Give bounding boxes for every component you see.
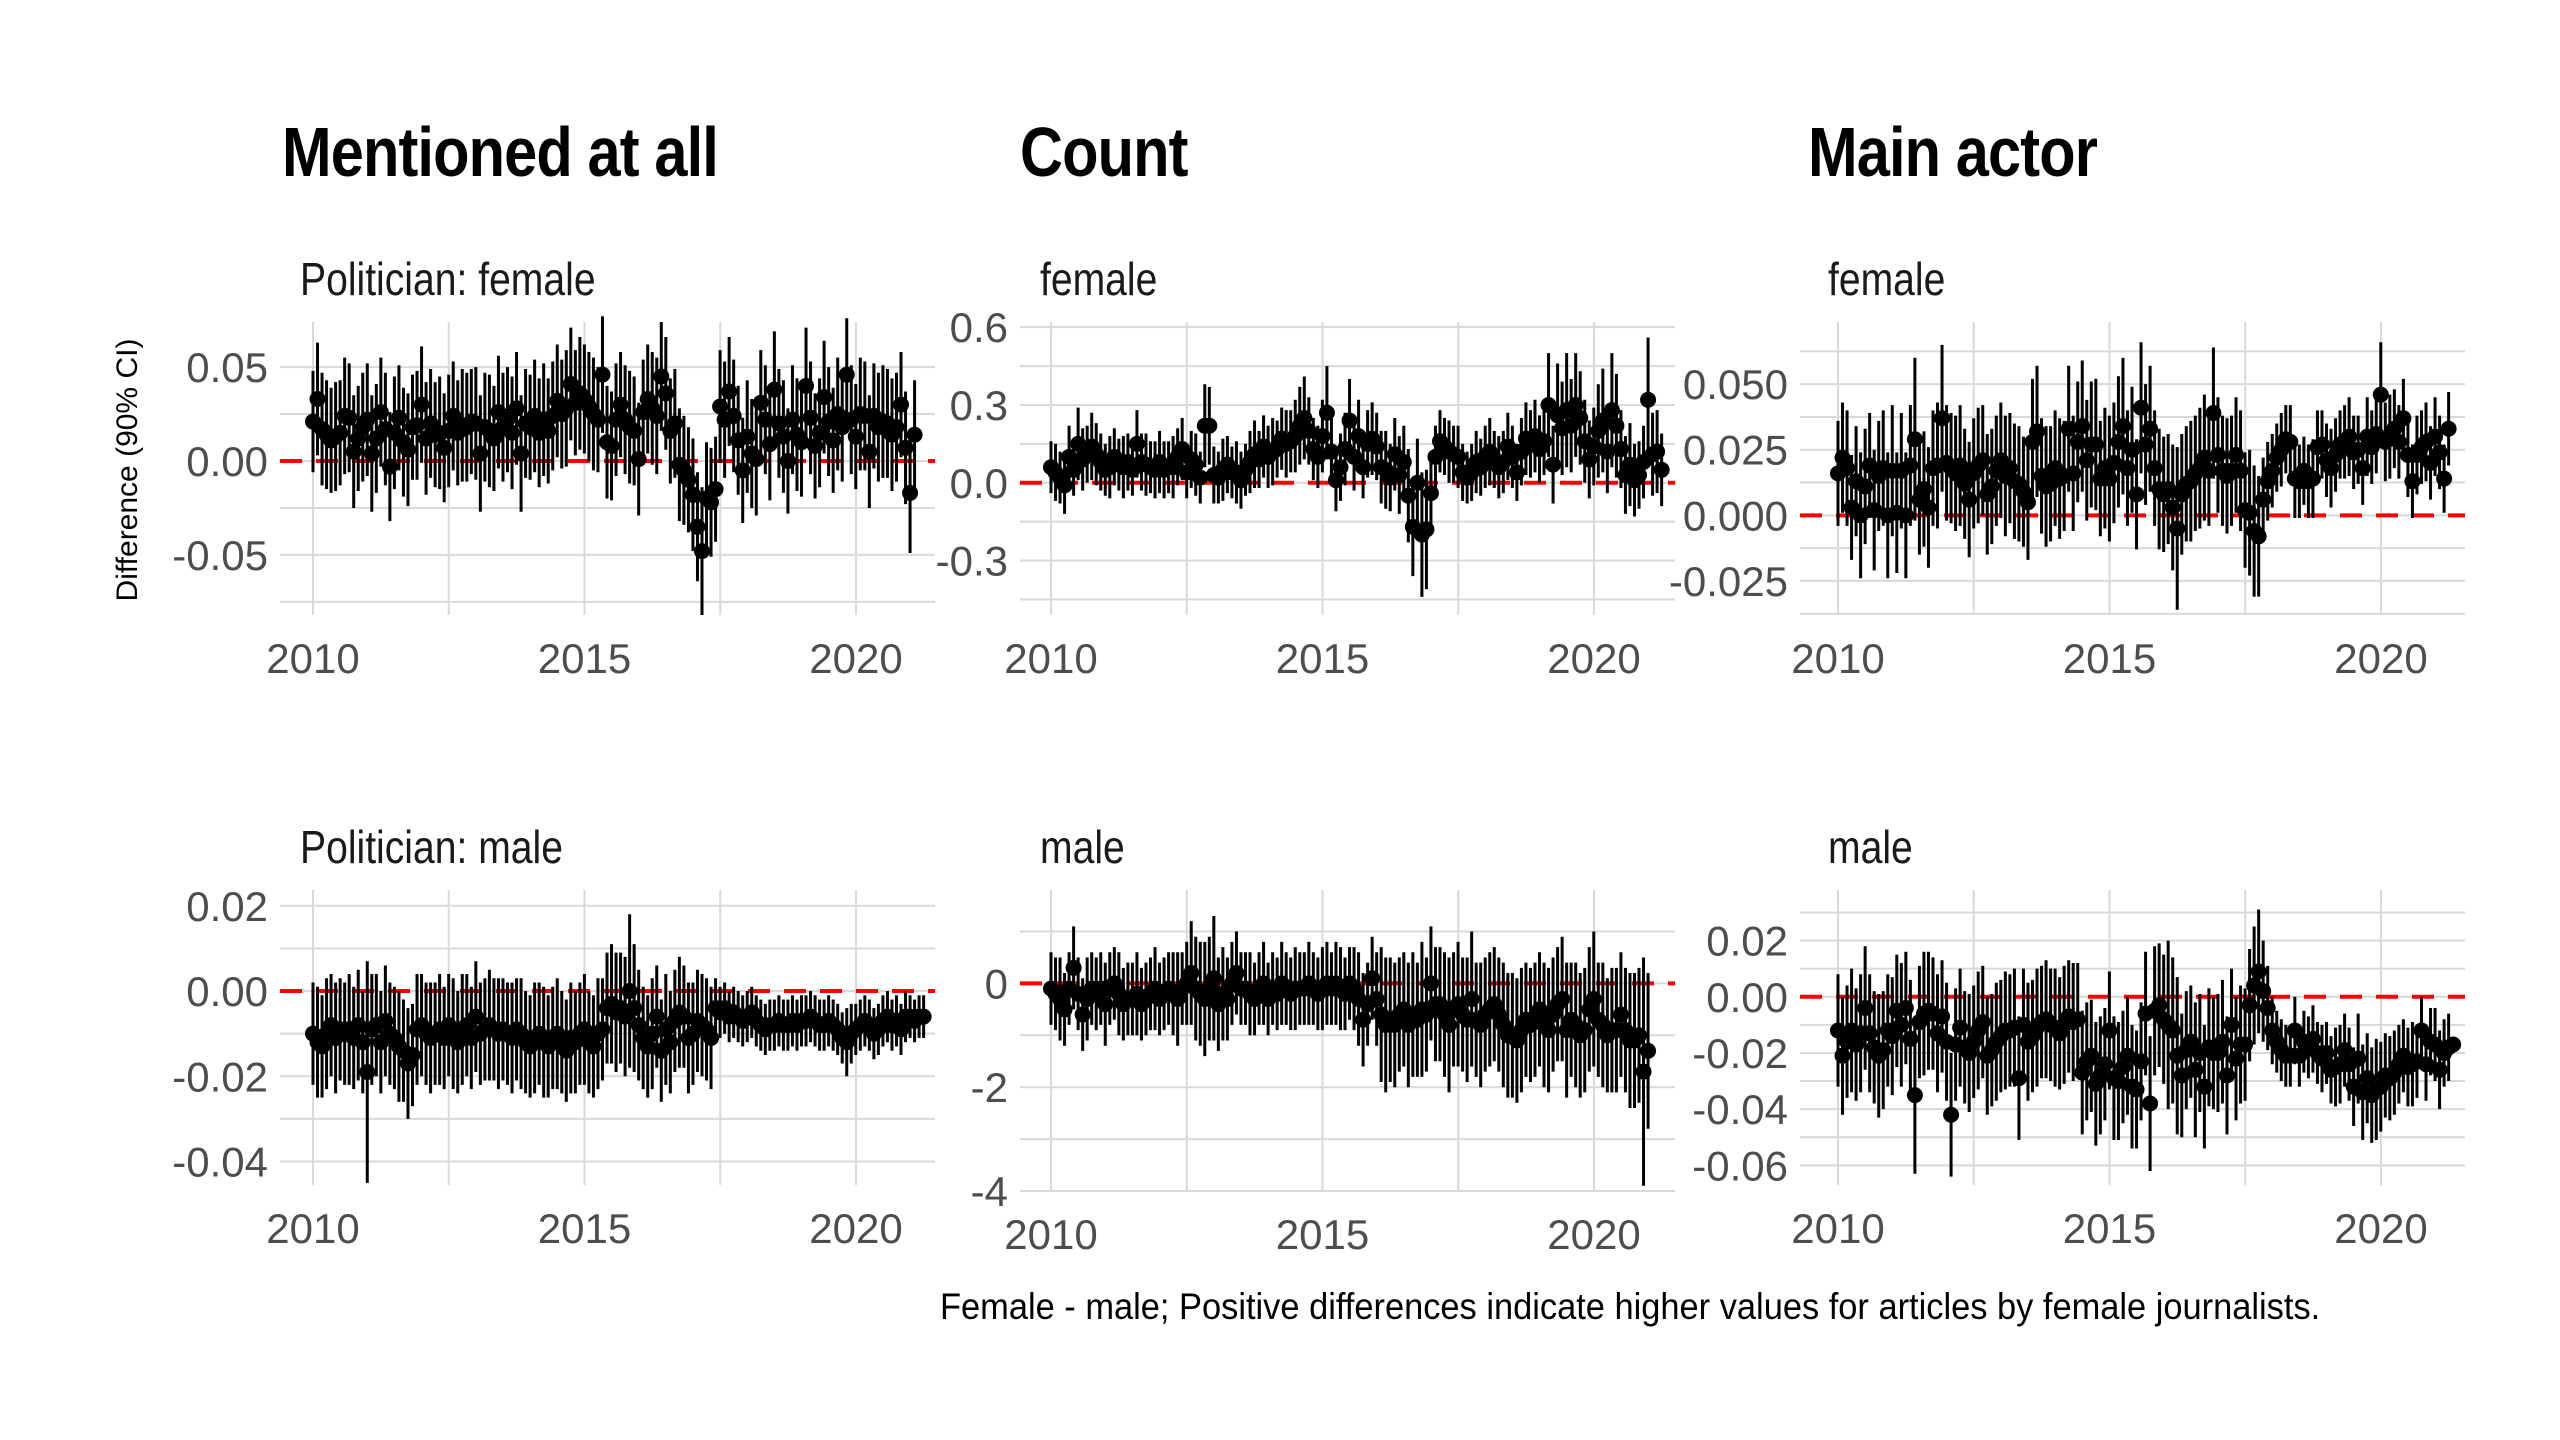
x-tick-label: 2020 — [2334, 1205, 2427, 1252]
x-tick-label: 2010 — [266, 635, 359, 682]
y-tick-label: 0.0 — [950, 460, 1008, 507]
data-point — [1422, 485, 1439, 502]
y-tick-label: 0.3 — [950, 382, 1008, 429]
panel-title-count-male: male — [1040, 821, 1125, 873]
y-tick-label: -0.05 — [172, 532, 268, 579]
x-tick-label: 2015 — [538, 1205, 631, 1252]
y-tick-label: -0.06 — [1692, 1142, 1788, 1189]
y-tick-label: 0.00 — [1706, 974, 1788, 1021]
caption: Female - male; Positive differences indi… — [940, 1286, 2321, 1327]
data-point — [1653, 461, 1670, 478]
y-tick-label: -0.3 — [936, 538, 1008, 585]
y-tick-label: 0 — [985, 960, 1008, 1007]
data-point — [2440, 420, 2457, 437]
data-point — [1192, 469, 1209, 486]
x-tick-label: 2015 — [2063, 1205, 2156, 1252]
y-tick-label: 0.000 — [1683, 492, 1788, 539]
x-tick-label: 2010 — [1004, 1211, 1097, 1258]
x-tick-label: 2010 — [1791, 1205, 1884, 1252]
panel-title-politician-male: Politician: male — [300, 821, 563, 873]
column-title-mentioned: Mentioned at all — [282, 113, 719, 191]
x-tick-label: 2020 — [2334, 635, 2427, 682]
data-point — [2142, 1095, 2159, 1112]
data-point — [1318, 404, 1335, 421]
data-point — [594, 366, 611, 383]
column-title-count: Count — [1020, 113, 1188, 191]
x-tick-label: 2020 — [809, 1205, 902, 1252]
y-tick-label: -0.025 — [1669, 558, 1788, 605]
data-point — [915, 1008, 932, 1025]
data-point — [2372, 386, 2389, 403]
y-tick-label: 0.00 — [186, 438, 268, 485]
y-tick-label: 0.05 — [186, 344, 268, 391]
y-tick-label: -0.02 — [172, 1053, 268, 1100]
data-point — [1201, 417, 1218, 434]
x-tick-label: 2010 — [1791, 635, 1884, 682]
data-point — [2128, 486, 2145, 503]
panel-title-main-actor-male: male — [1828, 821, 1913, 873]
column-title-main-actor: Main actor — [1808, 113, 2098, 191]
data-point — [2436, 470, 2453, 487]
x-tick-label: 2010 — [266, 1205, 359, 1252]
x-tick-label: 2020 — [1547, 1211, 1640, 1258]
data-point — [1906, 1087, 1923, 1104]
y-tick-label: -0.02 — [1692, 1030, 1788, 1077]
data-point — [1640, 1042, 1657, 1059]
x-tick-label: 2015 — [538, 635, 631, 682]
panel-title-politician-female: Politician: female — [300, 253, 596, 305]
y-tick-label: 0.050 — [1683, 361, 1788, 408]
panel-title-main-actor-female: female — [1828, 253, 1946, 305]
data-point — [2445, 1036, 2462, 1053]
x-tick-label: 2015 — [1276, 635, 1369, 682]
y-tick-label: 0.6 — [950, 304, 1008, 351]
data-point — [1640, 391, 1657, 408]
y-tick-label: 0.025 — [1683, 427, 1788, 474]
x-tick-label: 2015 — [1276, 1211, 1369, 1258]
data-point — [906, 426, 923, 443]
data-point — [707, 481, 724, 498]
x-tick-label: 2015 — [2063, 635, 2156, 682]
y-tick-label: -2 — [971, 1064, 1008, 1111]
x-tick-label: 2020 — [1547, 635, 1640, 682]
x-tick-label: 2010 — [1004, 635, 1097, 682]
y-tick-label: -0.04 — [1692, 1086, 1788, 1133]
panel-title-count-female: female — [1040, 253, 1158, 305]
y-tick-label: -4 — [971, 1168, 1008, 1215]
data-point — [1943, 1106, 1960, 1123]
y-tick-label: 0.00 — [186, 968, 268, 1015]
y-tick-label: 0.02 — [186, 883, 268, 930]
y-tick-label: -0.04 — [172, 1139, 268, 1186]
data-point — [1906, 431, 1923, 448]
y-tick-label: 0.02 — [1706, 918, 1788, 965]
data-point — [1540, 396, 1557, 413]
x-tick-label: 2020 — [809, 635, 902, 682]
